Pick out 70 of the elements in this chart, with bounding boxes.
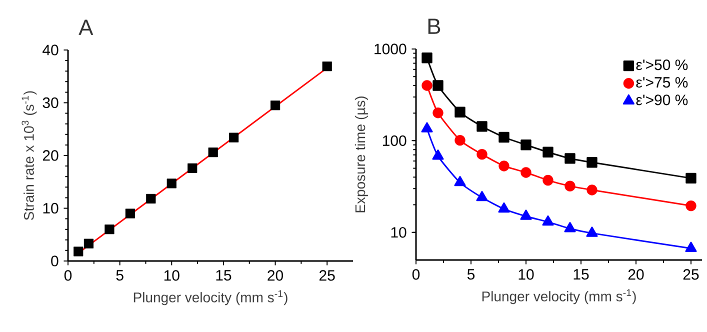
point	[476, 190, 488, 202]
legend-label: ε'>75 %	[636, 77, 688, 88]
point	[432, 108, 444, 118]
x-tick-label: 10	[164, 270, 180, 281]
point	[208, 148, 218, 158]
point	[542, 146, 554, 158]
x-tick-label: 25	[320, 270, 335, 281]
point	[125, 208, 135, 218]
point	[454, 106, 466, 118]
point	[146, 194, 156, 204]
y-tick-label: 10	[43, 202, 58, 214]
point	[686, 172, 696, 184]
point	[322, 62, 332, 72]
x-tick-label: 10	[518, 269, 534, 280]
point	[422, 80, 432, 91]
y-tick-label: 0	[51, 256, 58, 266]
point	[542, 174, 554, 186]
point	[520, 140, 532, 150]
point	[74, 246, 84, 256]
point	[586, 226, 598, 237]
point	[421, 122, 433, 132]
point	[564, 180, 576, 192]
x-tick-label: 15	[574, 269, 589, 280]
x-tick-label: 5	[467, 269, 475, 280]
point	[564, 153, 576, 164]
point	[454, 134, 466, 146]
point	[520, 167, 532, 178]
y-axis-title: Exposure time (µs)	[354, 96, 368, 212]
chart-title: A	[78, 20, 94, 35]
x-tick-label: 5	[116, 270, 124, 281]
point	[685, 242, 697, 252]
point	[454, 176, 466, 186]
x-axis-title: Plunger velocity (mm s$^{-1}$)	[134, 290, 288, 306]
point	[432, 150, 444, 160]
x-tick-label: 15	[216, 270, 232, 281]
point	[166, 178, 176, 188]
point	[188, 163, 198, 173]
y-tick-label: 10	[391, 227, 406, 238]
point	[498, 202, 510, 213]
legend-label: ε'>90 %	[636, 94, 688, 106]
point	[520, 210, 532, 220]
x-tick-label: 20	[268, 270, 284, 281]
point	[422, 52, 432, 64]
chart-title: B	[428, 18, 440, 34]
point	[498, 160, 510, 172]
point	[586, 184, 598, 196]
y-axis-title: Strain rate x 10$^{3}$ (s$^{-1}$)	[22, 91, 37, 220]
y-tick-label: 20	[42, 150, 58, 161]
x-axis-title: Plunger velocity (mm s$^{-1}$)	[482, 289, 636, 304]
point	[270, 100, 280, 110]
y-tick-label: 1000	[374, 44, 406, 54]
point	[686, 200, 696, 212]
x-tick-label: 25	[683, 269, 699, 280]
point	[542, 215, 554, 226]
x-tick-label: 0	[412, 269, 420, 280]
x-tick-label: 0	[64, 270, 72, 281]
point	[498, 132, 510, 143]
point	[432, 80, 444, 91]
point	[104, 224, 114, 234]
point	[586, 157, 598, 168]
point	[476, 121, 488, 132]
y-tick-label: 100	[382, 135, 406, 146]
x-tick-label: 20	[628, 269, 644, 280]
point	[476, 148, 488, 160]
point	[84, 238, 94, 248]
legend-label: ε'>50 %	[636, 60, 688, 70]
point	[229, 132, 239, 142]
y-tick-label: 30	[42, 97, 58, 108]
y-tick-label: 40	[42, 44, 58, 56]
point	[564, 222, 576, 232]
